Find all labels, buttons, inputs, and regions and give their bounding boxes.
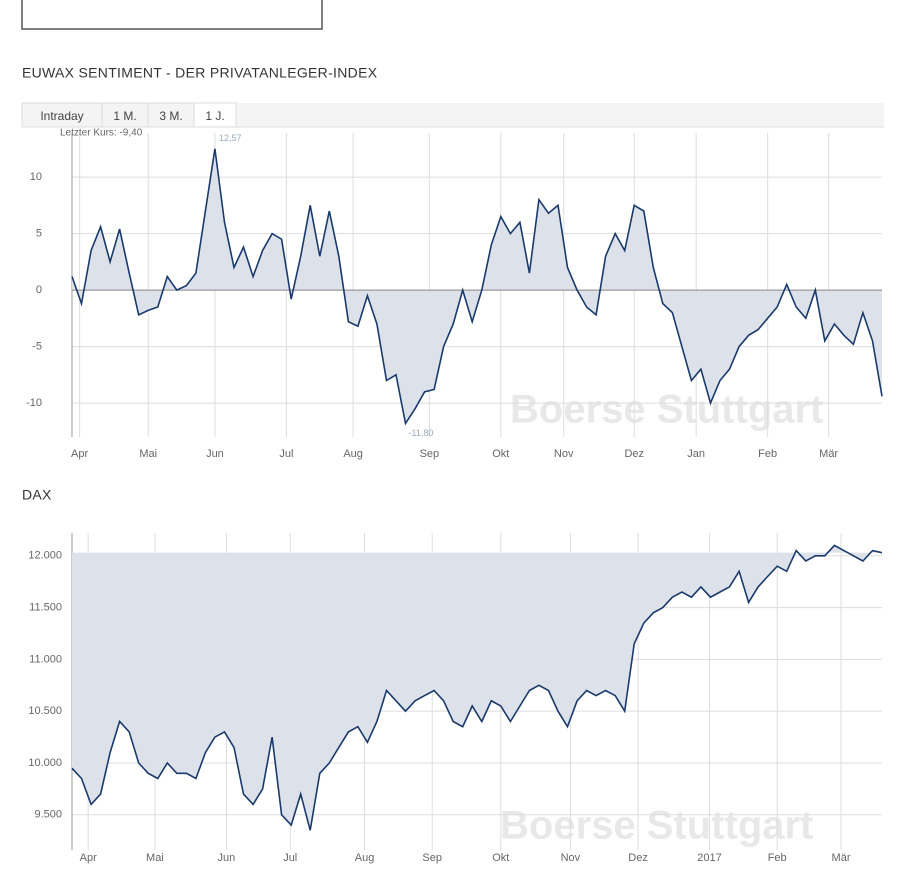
tabs: Intraday 1 M. 3 M. 1 J. <box>21 102 237 128</box>
x-tick-label: Mai <box>146 852 164 864</box>
y-tick-label: 10.000 <box>28 757 62 769</box>
x-tick-label: Mär <box>819 448 838 460</box>
min-label: -11,80 <box>409 428 434 438</box>
tab[interactable] <box>193 102 237 128</box>
x-tick-label: Okt <box>492 448 509 460</box>
tab-label[interactable]: 1 J. <box>205 109 224 123</box>
y-tick-label: 11.000 <box>29 653 62 665</box>
x-tick-label: Apr <box>71 448 88 460</box>
series-line <box>71 544 883 831</box>
x-tick-label: Sep <box>420 448 440 460</box>
y-tick-label: -10 <box>26 397 42 409</box>
y-tick-label: 0 <box>36 284 42 296</box>
tab[interactable] <box>147 102 195 128</box>
area <box>72 148 882 424</box>
x-tick-label: Aug <box>343 448 363 460</box>
x-tick-label: 2017 <box>697 852 721 864</box>
tab-label[interactable]: 1 M. <box>113 109 136 123</box>
x-tick-label: Dez <box>624 448 644 460</box>
x-tick-label: Jul <box>279 448 293 460</box>
tab[interactable] <box>101 102 149 128</box>
x-tick-label: Jan <box>687 448 705 460</box>
x-tick-label: Mai <box>139 448 157 460</box>
x-tick-label: Feb <box>758 448 777 460</box>
y-tick-label: 10.500 <box>28 705 62 717</box>
x-tick-label: Aug <box>355 852 375 864</box>
watermark: Boerse Stuttgart <box>510 388 823 432</box>
top-box <box>21 0 323 30</box>
x-tick-label: Okt <box>492 852 509 864</box>
tab-label[interactable]: Intraday <box>40 109 83 123</box>
x-tick-label: Nov <box>561 852 581 864</box>
y-tick-label: 10 <box>30 171 42 183</box>
y-tick-label: 12.000 <box>28 550 62 562</box>
x-tick-label: Dez <box>628 852 648 864</box>
area <box>72 545 882 831</box>
chart-title: EUWAX SENTIMENT - DER PRIVATANLEGER-INDE… <box>22 65 378 81</box>
y-tick-label: 11.500 <box>29 601 62 613</box>
series-line <box>71 148 883 426</box>
y-tick-label: 9.500 <box>34 809 62 821</box>
x-tick-label: Jul <box>283 852 297 864</box>
x-tick-label: Sep <box>422 852 442 864</box>
x-tick-label: Mär <box>832 852 851 864</box>
last-value: Letzter Kurs: -9,40 <box>60 128 143 139</box>
x-tick-label: Apr <box>80 852 97 864</box>
max-label: 12,57 <box>219 133 242 143</box>
x-tick-label: Jun <box>206 448 224 460</box>
tab-label[interactable]: 3 M. <box>159 109 182 123</box>
y-tick-label: -5 <box>32 340 42 352</box>
x-tick-label: Nov <box>554 448 574 460</box>
section-title: DAX <box>22 487 52 503</box>
watermark: Boerse Stuttgart <box>500 804 813 848</box>
x-tick-label: Feb <box>768 852 787 864</box>
x-tick-label: Jun <box>218 852 236 864</box>
tab[interactable] <box>21 102 103 128</box>
y-tick-label: 5 <box>36 227 42 239</box>
